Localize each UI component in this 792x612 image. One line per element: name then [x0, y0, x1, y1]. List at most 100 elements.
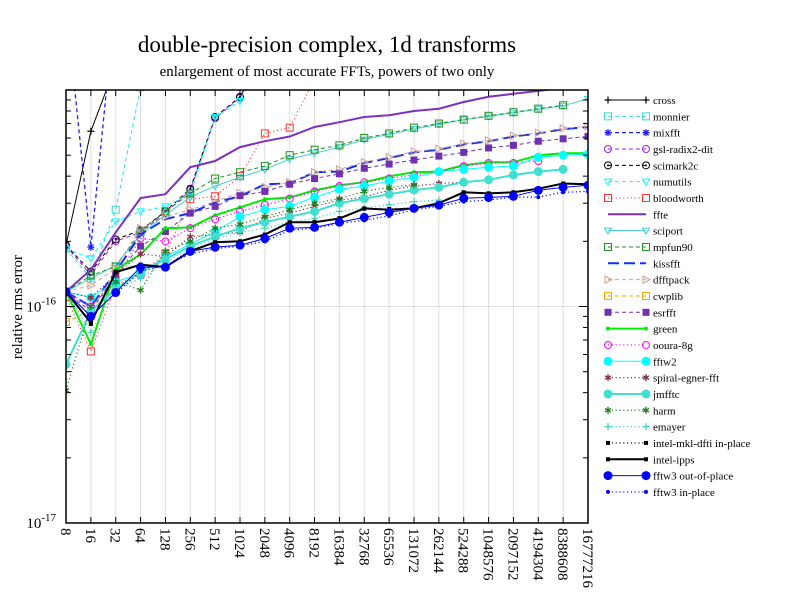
legend-item-bloodworth: bloodworth — [604, 193, 704, 205]
legend-marker — [642, 291, 650, 300]
mpfun90-point — [360, 134, 369, 143]
green-point — [312, 188, 317, 193]
harm-point — [211, 224, 219, 232]
legend-marker — [604, 144, 612, 153]
legend-item-jmfftc: jmfftc — [603, 389, 680, 401]
fftw3-in-place-point — [436, 204, 441, 209]
legend-marker — [642, 193, 650, 202]
dfftpack-point — [385, 152, 395, 162]
sciport-point — [583, 95, 588, 104]
ooura-8g-point — [211, 215, 220, 224]
dfftpack-point — [584, 121, 588, 131]
y-tick-base: 10 — [26, 300, 41, 316]
fftw2-point — [334, 184, 344, 194]
fftw3-in-place-point — [511, 195, 516, 200]
legend-marker — [644, 326, 648, 331]
fftw2-point — [558, 150, 568, 160]
legend-item-monnier: monnier — [604, 111, 690, 123]
mixfft-point — [63, 0, 70, 7]
legend-marker — [604, 242, 612, 251]
mpfun90-line — [66, 104, 564, 293]
dfftpack-point — [87, 281, 96, 290]
esrfft-line — [66, 136, 588, 313]
legend-marker — [642, 340, 650, 349]
green-point — [163, 226, 168, 231]
jmfftc-point — [459, 177, 469, 187]
emayer-point — [335, 207, 343, 215]
legend-marker — [603, 356, 613, 366]
legend-marker — [606, 489, 610, 494]
series-numutils — [66, 90, 247, 263]
series-fftw3-in-place — [66, 189, 588, 319]
sciport-point — [533, 106, 543, 114]
jmfftc-point — [310, 206, 320, 216]
emayer-line — [66, 199, 439, 334]
cross-point — [87, 127, 95, 135]
sciport-point — [185, 194, 195, 202]
mpfun90-point — [484, 111, 493, 120]
harm-point — [87, 303, 95, 310]
legend-item-kissfft: kissfft — [608, 258, 680, 270]
legend-marker — [642, 112, 650, 121]
fftw3-in-place-point — [561, 190, 566, 195]
legend-item-fftw2: fftw2 — [603, 356, 677, 368]
fftw3-out-of-place-point — [533, 185, 543, 195]
fftw3-in-place-point — [312, 226, 317, 231]
harm-point — [410, 181, 418, 189]
legend-marker — [604, 308, 612, 316]
legend-marker — [604, 406, 612, 414]
legend-item-mixfft: mixfft — [604, 128, 680, 140]
numutils-point — [111, 218, 121, 226]
legend-marker — [642, 129, 650, 137]
jmfftc-point — [359, 194, 369, 204]
intel-ipps-point — [287, 220, 292, 225]
legend-label: esrfft — [653, 307, 676, 319]
legend-label: ooura-8g — [653, 340, 693, 352]
legend-item-esrfft: esrfft — [604, 307, 676, 319]
fftw3-out-of-place-point — [185, 246, 195, 256]
legend-marker — [604, 96, 612, 104]
monnier-point — [111, 205, 120, 214]
kissfft-line — [66, 126, 588, 308]
fftw3-out-of-place-point — [384, 207, 394, 217]
legend-marker — [604, 112, 612, 121]
esrfft-point — [137, 242, 145, 250]
jmfftc-point — [508, 170, 518, 180]
esrfft-point — [311, 175, 319, 183]
y-tick-base: 10 — [26, 516, 41, 532]
cwplib-point — [66, 317, 70, 326]
fftw3-in-place-point — [287, 228, 292, 233]
fftw2-point — [359, 181, 369, 191]
dfftpack-point — [435, 144, 444, 154]
fftw3-out-of-place-point — [285, 223, 295, 233]
legend-item-scimark2c: scimark2c — [604, 160, 698, 172]
legend-label: jmfftc — [652, 389, 680, 401]
green-point — [287, 195, 292, 200]
legend-item-cross: cross — [604, 95, 676, 107]
mpfun90-point — [285, 151, 294, 160]
legend-marker — [641, 389, 651, 399]
legend-item-cwplib: cwplib — [604, 291, 683, 303]
fftw2-point — [384, 176, 394, 186]
dfftpack-point — [311, 167, 320, 177]
green-point — [262, 197, 267, 202]
legend-marker — [641, 227, 651, 236]
numutils-point — [235, 97, 245, 106]
fftw3-in-place-point — [113, 291, 118, 296]
legend-item-mpfun90: mpfun90 — [604, 242, 693, 254]
sciport-point — [409, 126, 419, 134]
mpfun90-point — [434, 119, 443, 128]
ffte-line — [66, 90, 556, 293]
legend-label: monnier — [653, 111, 690, 123]
gsl-radix2-dit-line — [66, 90, 245, 276]
dfftpack-point — [485, 136, 494, 145]
ooura-8g-point — [186, 224, 195, 233]
series-intel-mkl-dfti-in-place — [66, 181, 588, 327]
fftw2-point — [533, 152, 543, 162]
mpfun90-point — [534, 104, 543, 113]
emayer-point — [137, 274, 145, 282]
legend-marker — [644, 489, 648, 494]
esrfft-point — [534, 137, 542, 145]
esrfft-point — [236, 192, 244, 200]
